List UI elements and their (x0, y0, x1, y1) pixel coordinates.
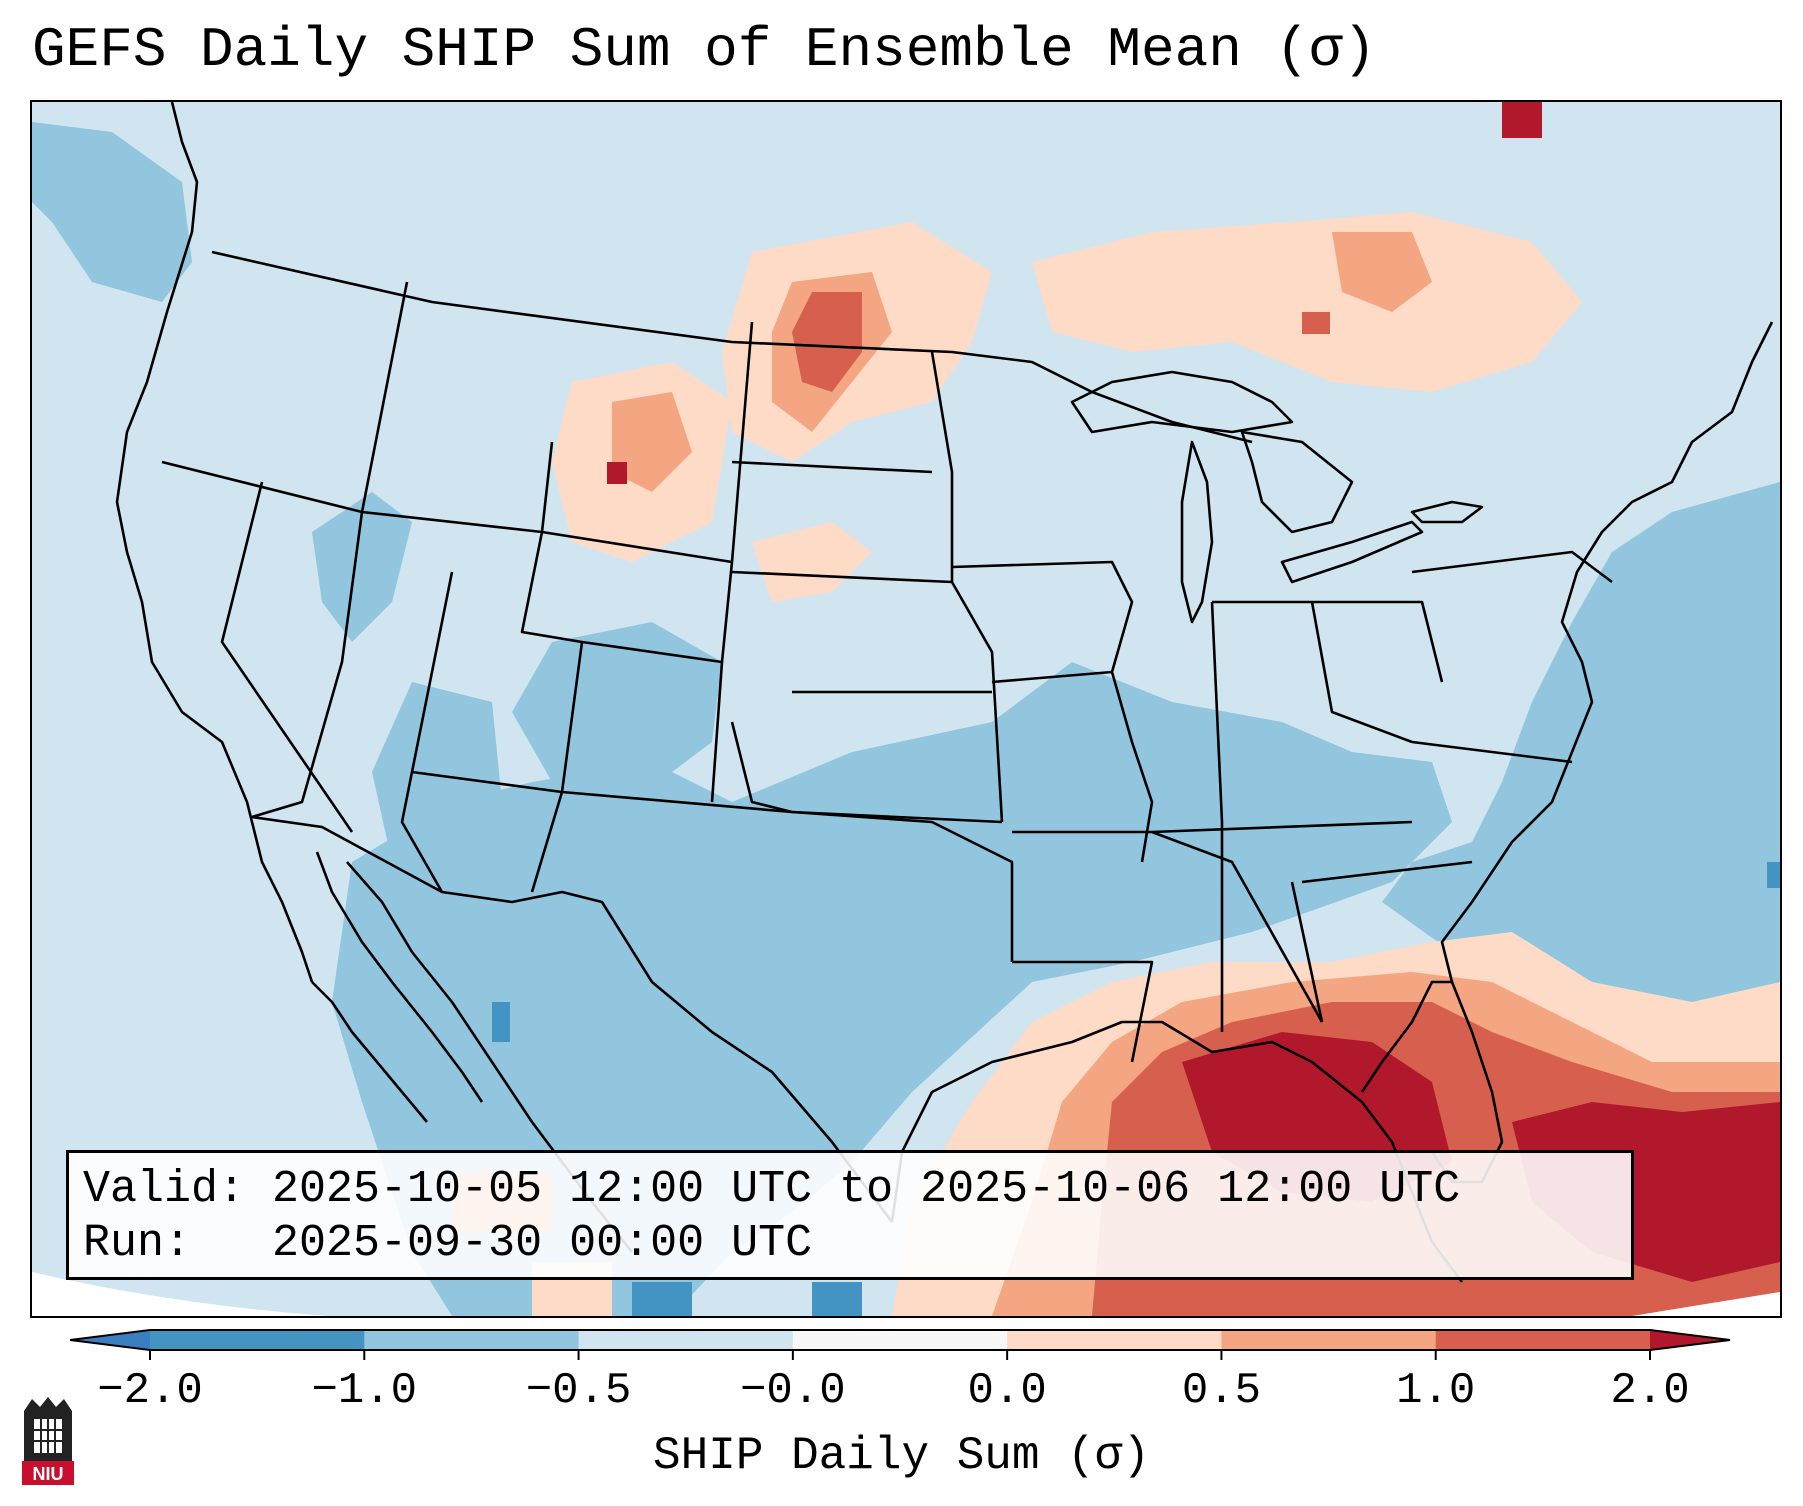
colorbar-tick-label: 0.5 (1181, 1366, 1262, 1416)
anomaly-map (32, 102, 1780, 1316)
blue-speck (632, 1282, 692, 1316)
colorbar-segment (1435, 1330, 1651, 1350)
logo-text: NIU (33, 1464, 64, 1484)
canada-positive-speck (1502, 102, 1542, 138)
colorbar-tick-label: 1.0 (1396, 1366, 1476, 1416)
canada-positive-medium (1332, 232, 1432, 312)
colorbar-ticks (149, 1350, 1651, 1360)
east-coastline (1440, 321, 1774, 983)
state-line (530, 791, 564, 893)
state-line (540, 441, 554, 533)
state-line (1301, 860, 1473, 884)
montana-positive-speck (607, 462, 627, 484)
blue-speck (492, 1002, 510, 1042)
canada-positive-light (1032, 212, 1582, 392)
run-time-text: Run: 2025-09-30 00:00 UTC (83, 1218, 813, 1269)
west-coastline (115, 102, 314, 983)
lake-ontario (1410, 500, 1484, 524)
colorbar-segment (1007, 1330, 1222, 1350)
valid-run-info-box: Valid: 2025-10-05 12:00 UTC to 2025-10-0… (66, 1150, 1634, 1280)
colorbar-tick-label: −0.5 (525, 1366, 632, 1416)
colorbar (70, 1329, 1731, 1360)
montana-positive-medium (612, 392, 692, 492)
state-line (731, 460, 933, 474)
colorbar-segment (578, 1330, 794, 1350)
gulf-of-california-coast (315, 851, 484, 1103)
colorbar-segments (150, 1330, 1651, 1350)
four-corners-negative-anomaly (512, 622, 722, 802)
state-line (1312, 600, 1444, 683)
state-line (1012, 960, 1154, 1063)
colorbar-segment (792, 1330, 1008, 1350)
state-line (730, 721, 1014, 962)
state-line (251, 511, 364, 819)
colorbar-outline (70, 1329, 1731, 1351)
canada-positive-speck (1302, 312, 1330, 334)
lake-erie (1280, 520, 1424, 584)
colorbar-extend-max (1650, 1330, 1730, 1350)
valid-time-text: Valid: 2025-10-05 12:00 UTC to 2025-10-0… (83, 1164, 1461, 1215)
state-line (1151, 830, 1324, 1023)
state-line (720, 321, 754, 663)
state-line (411, 770, 1003, 824)
great-basin-negative-anomaly (312, 492, 412, 642)
us-mexico-border (251, 815, 894, 1223)
colorbar-tick-label: −2.0 (97, 1366, 203, 1416)
colorbar-tick-label: 2.0 (1610, 1366, 1690, 1416)
state-line (930, 351, 954, 582)
blue-speck (1767, 862, 1780, 888)
projection-edge-right (1632, 1292, 1780, 1316)
niu-logo: NIU (22, 1397, 74, 1485)
state-line (1411, 740, 1573, 764)
state-line (991, 670, 1113, 684)
arizona-negative-anomaly (372, 682, 502, 882)
blue-speck (812, 1282, 862, 1316)
state-line (400, 571, 454, 893)
state-line (1212, 600, 1413, 744)
state-line (360, 281, 409, 513)
colorbar-label: SHIP Daily Sum (σ) (653, 1430, 1150, 1482)
map-panel (30, 100, 1782, 1318)
lake-michigan (1180, 440, 1214, 624)
colorbar-segment (150, 1330, 365, 1350)
projection-edge-left (32, 1272, 732, 1316)
nebraska-positive-light (752, 522, 872, 602)
state-line (560, 641, 584, 793)
atlantic-negative-anomaly (1382, 482, 1780, 1052)
chart-title: GEFS Daily SHIP Sum of Ensemble Mean (σ) (32, 18, 1377, 82)
dakotas-positive-strong (792, 292, 862, 392)
lake-superior (1070, 370, 1294, 434)
us-canada-border (211, 250, 1253, 444)
state-line (1411, 550, 1613, 584)
baja-coastline (311, 981, 428, 1123)
lake-huron (1240, 430, 1354, 534)
state-line (731, 570, 1004, 823)
state-line (1210, 601, 1224, 1032)
pacific-negative-anomaly (32, 122, 192, 302)
colorbar-tick-label: 0.0 (967, 1366, 1047, 1416)
colorbar-tick-label: −1.0 (311, 1366, 418, 1416)
state-line (220, 481, 354, 833)
colorbar-segment (1221, 1330, 1437, 1350)
colorbar-tick-label: −0.0 (740, 1366, 846, 1416)
state-line (1290, 881, 1324, 1023)
colorbar-segment (364, 1330, 580, 1350)
colorbar-extend-min (70, 1330, 150, 1350)
